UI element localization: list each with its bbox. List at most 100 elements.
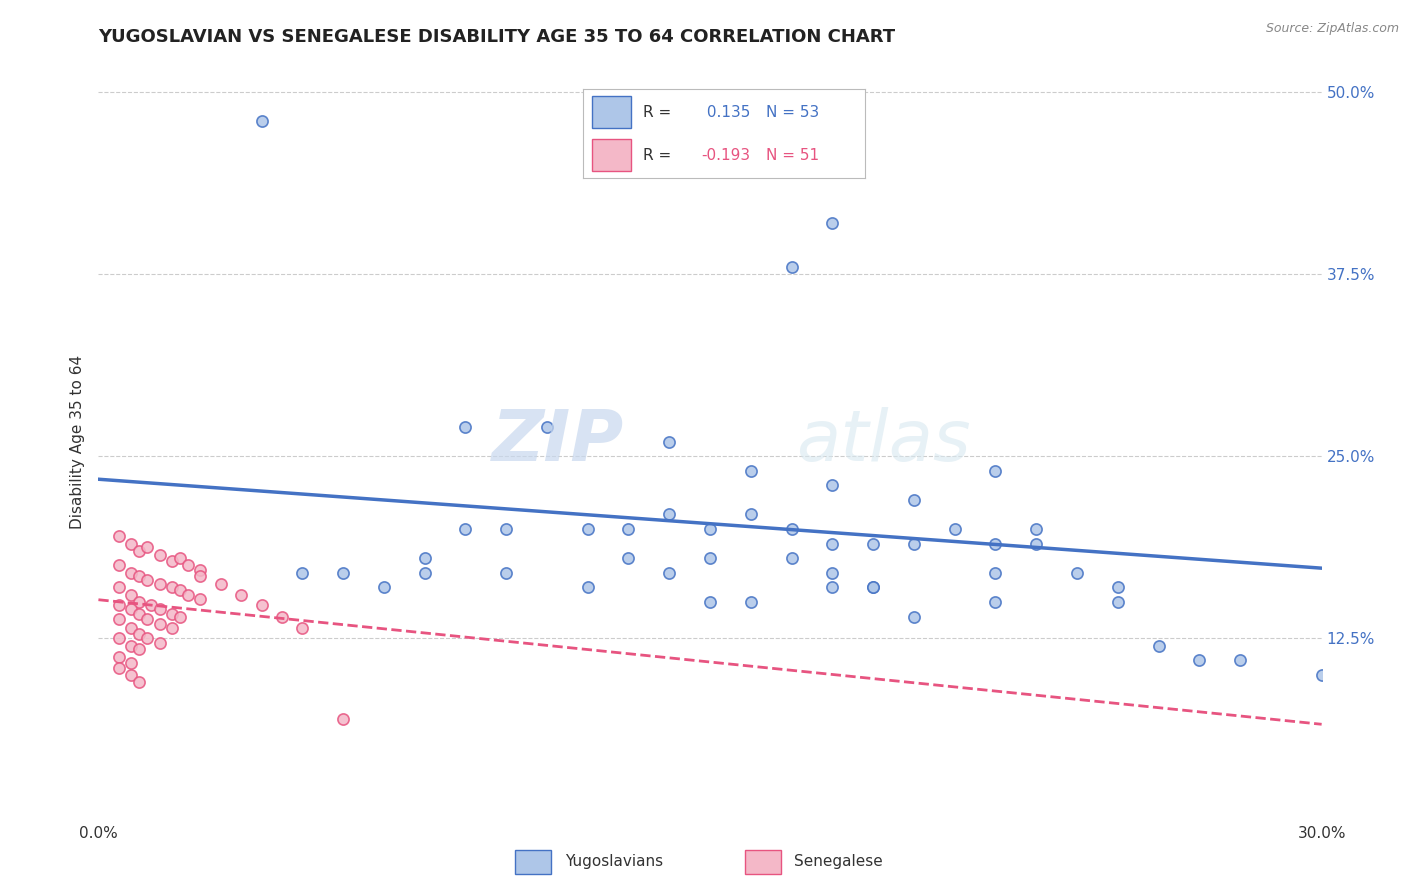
Point: [136, 612, 159, 626]
Point: [120, 588, 142, 602]
Point: [188, 568, 212, 582]
Point: [128, 595, 150, 609]
Bar: [592, 96, 631, 128]
Point: [658, 434, 681, 449]
Text: R =: R =: [643, 105, 671, 120]
Point: [413, 566, 436, 580]
Point: [160, 607, 183, 621]
Point: [120, 566, 142, 580]
Point: [821, 216, 844, 230]
Point: [291, 621, 314, 635]
Point: [495, 566, 517, 580]
Point: [821, 478, 844, 492]
Point: [943, 522, 966, 536]
Text: 0.135: 0.135: [702, 105, 749, 120]
Point: [903, 609, 925, 624]
Point: [780, 522, 803, 536]
Point: [120, 656, 142, 670]
Point: [250, 113, 273, 128]
Point: [149, 602, 172, 616]
Point: [617, 551, 640, 566]
Point: [1188, 653, 1211, 667]
Point: [128, 675, 150, 690]
Point: [740, 595, 762, 609]
Point: [1025, 522, 1047, 536]
Point: [128, 568, 150, 582]
Point: [821, 566, 844, 580]
Point: [160, 554, 183, 568]
Point: [291, 566, 314, 580]
Point: [536, 420, 558, 434]
Point: [188, 592, 212, 607]
Point: [177, 588, 200, 602]
Point: [576, 522, 599, 536]
Point: [658, 508, 681, 522]
Point: [120, 602, 142, 616]
Point: [984, 536, 1007, 550]
Point: [617, 522, 640, 536]
Text: Source: ZipAtlas.com: Source: ZipAtlas.com: [1265, 22, 1399, 36]
Point: [188, 563, 212, 577]
Point: [209, 577, 232, 591]
Point: [108, 580, 131, 594]
Point: [576, 580, 599, 594]
Point: [250, 598, 273, 612]
Point: [1310, 668, 1333, 682]
Point: [128, 641, 150, 656]
Point: [862, 580, 884, 594]
Point: [699, 551, 721, 566]
Point: [1025, 536, 1047, 550]
Point: [740, 508, 762, 522]
Point: [270, 609, 294, 624]
Bar: [745, 850, 780, 873]
Point: [136, 632, 159, 646]
Point: [149, 636, 172, 650]
Text: atlas: atlas: [796, 407, 970, 476]
Point: [1107, 580, 1129, 594]
Point: [108, 660, 131, 674]
Text: N = 53: N = 53: [766, 105, 820, 120]
Point: [120, 536, 142, 550]
Point: [903, 536, 925, 550]
Point: [373, 580, 395, 594]
Text: YUGOSLAVIAN VS SENEGALESE DISABILITY AGE 35 TO 64 CORRELATION CHART: YUGOSLAVIAN VS SENEGALESE DISABILITY AGE…: [98, 28, 896, 45]
Point: [862, 580, 884, 594]
Text: R =: R =: [643, 148, 671, 162]
Point: [169, 551, 191, 566]
Point: [699, 595, 721, 609]
Point: [108, 598, 131, 612]
Point: [120, 668, 142, 682]
Point: [149, 577, 172, 591]
Point: [160, 580, 183, 594]
Point: [821, 536, 844, 550]
Point: [149, 616, 172, 631]
Point: [108, 612, 131, 626]
Point: [108, 650, 131, 665]
Point: [780, 551, 803, 566]
Point: [332, 712, 354, 726]
Y-axis label: Disability Age 35 to 64: Disability Age 35 to 64: [69, 354, 84, 529]
Bar: [515, 850, 551, 873]
Point: [128, 607, 150, 621]
Point: [149, 548, 172, 563]
Point: [740, 464, 762, 478]
Point: [332, 566, 354, 580]
Point: [136, 540, 159, 554]
Text: -0.193: -0.193: [702, 148, 751, 162]
Point: [160, 621, 183, 635]
Point: [862, 536, 884, 550]
Point: [413, 551, 436, 566]
Point: [1229, 653, 1251, 667]
Point: [169, 583, 191, 598]
Point: [128, 627, 150, 641]
Point: [108, 632, 131, 646]
Text: Senegalese: Senegalese: [794, 855, 883, 869]
Text: Yugoslavians: Yugoslavians: [565, 855, 662, 869]
Point: [821, 580, 844, 594]
Point: [128, 544, 150, 558]
Point: [169, 609, 191, 624]
Point: [495, 522, 517, 536]
Point: [984, 566, 1007, 580]
Point: [120, 621, 142, 635]
Point: [108, 529, 131, 543]
